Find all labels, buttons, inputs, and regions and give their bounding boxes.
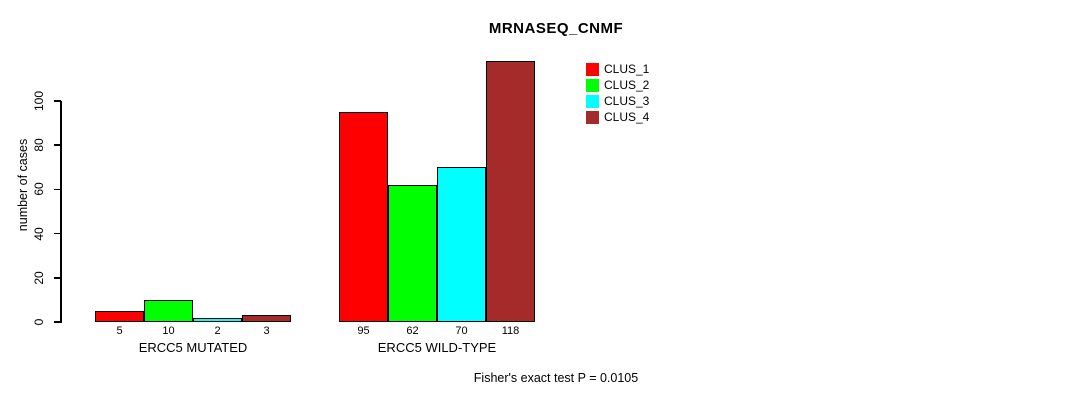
- legend-item: CLUS_2: [586, 77, 649, 93]
- bar-value-label: 10: [162, 325, 175, 337]
- y-tick-mark: [54, 100, 61, 102]
- legend-item: CLUS_1: [586, 61, 649, 77]
- bar-value-label: 5: [116, 325, 123, 337]
- bar-clus_1-2: [339, 112, 388, 322]
- legend-item: CLUS_4: [586, 109, 649, 125]
- y-tick-mark: [54, 188, 61, 191]
- bar-clus_3-2: [437, 167, 486, 322]
- legend-label: CLUS_3: [604, 94, 650, 108]
- y-tick-label: 100: [32, 90, 46, 112]
- y-tick-label: 80: [32, 138, 46, 152]
- legend-label: CLUS_4: [604, 110, 650, 124]
- bar-value-label: 95: [357, 325, 370, 337]
- x-category-label: ERCC5 WILD-TYPE: [377, 340, 497, 355]
- y-axis-label: number of cases: [16, 138, 30, 232]
- legend-swatch-clus_2: [586, 78, 599, 92]
- bar-value-label: 62: [406, 325, 419, 337]
- legend-label: CLUS_2: [604, 78, 650, 92]
- bar-value-label: 2: [214, 325, 221, 337]
- bar-value-label: 3: [263, 325, 270, 337]
- legend-swatch-clus_3: [586, 94, 599, 108]
- legend-swatch-clus_1: [586, 62, 599, 76]
- y-tick-mark: [54, 321, 61, 323]
- bar-value-label: 70: [455, 325, 468, 337]
- bar-clus_4-2: [486, 61, 535, 322]
- bar-clus_2-2: [388, 184, 437, 322]
- bar-clus_1-1: [95, 310, 144, 322]
- chart-title: MRNASEQ_CNMF: [488, 20, 624, 37]
- legend-label: CLUS_1: [604, 62, 650, 76]
- y-tick-mark: [54, 144, 61, 146]
- bar-value-label: 118: [501, 325, 520, 337]
- y-tick-label: 40: [32, 226, 46, 241]
- bar-clus_3-1: [193, 317, 242, 322]
- bar-clus_2-1: [144, 299, 193, 322]
- y-tick-label: 20: [32, 271, 46, 285]
- bar-clus_4-1: [242, 315, 291, 322]
- annotation-text: Fisher's exact test P = 0.0105: [473, 371, 639, 385]
- legend-swatch-clus_4: [586, 110, 599, 124]
- legend: CLUS_1 CLUS_2 CLUS_3 CLUS_4: [586, 61, 649, 125]
- y-axis-line: [60, 101, 62, 323]
- legend-item: CLUS_3: [586, 93, 649, 109]
- y-tick-mark: [54, 277, 61, 279]
- y-tick-label: 60: [32, 182, 46, 197]
- y-tick-label: 0: [32, 318, 46, 326]
- x-category-label: ERCC5 MUTATED: [138, 340, 248, 355]
- y-tick-mark: [54, 232, 61, 235]
